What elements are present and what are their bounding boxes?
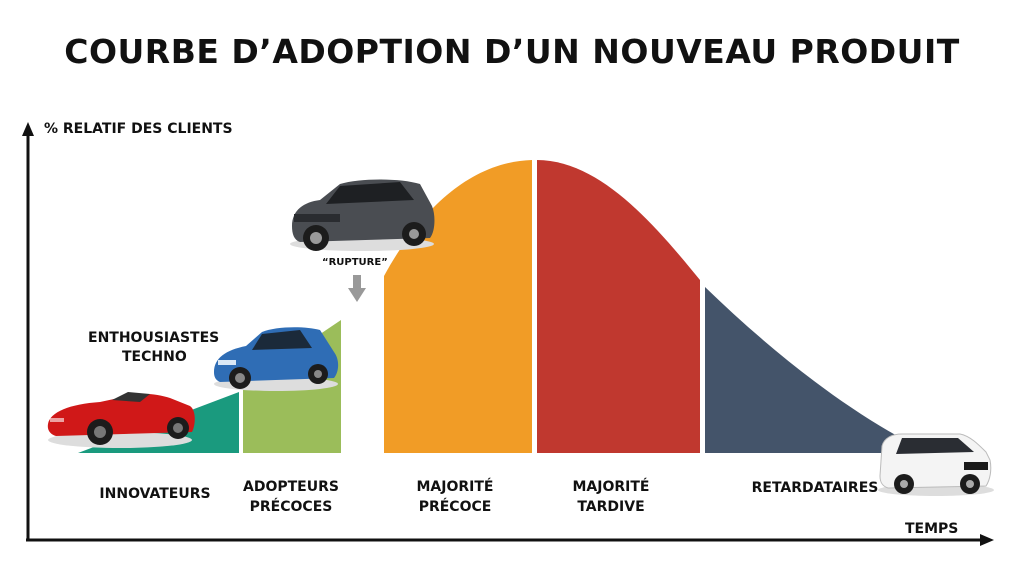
chasm-label: “RUPTURE”: [322, 257, 388, 268]
segment-laggards: [705, 287, 930, 453]
label-early-adopters-line-2: PRÉCOCES: [249, 499, 333, 515]
y-axis-label: % RELATIF DES CLIENTS: [44, 121, 233, 137]
label-late-majority: MAJORITÉ TARDIVE: [546, 477, 676, 517]
enthusiasts-line-1: ENTHOUSIASTES: [88, 330, 220, 346]
white-large-suv: [878, 433, 994, 496]
page-title: COURBE D’ADOPTION D’UN NOUVEAU PRODUIT: [64, 32, 960, 71]
label-laggards-line-1: RETARDATAIRES: [751, 480, 879, 496]
chasm-down-arrow-icon: [348, 275, 366, 302]
y-axis-arrow: [22, 122, 34, 136]
x-axis-label: TEMPS: [905, 521, 959, 537]
x-axis-arrow: [980, 534, 994, 546]
grey-crossover-suv: [290, 179, 435, 251]
label-innovators: INNOVATEURS: [80, 484, 230, 504]
enthusiasts-annotation: ENTHOUSIASTES TECHNO: [88, 329, 219, 367]
label-late-majority-line-2: TARDIVE: [577, 499, 645, 515]
red-roadster-car: [47, 392, 195, 448]
label-early-adopters: ADOPTEURS PRÉCOCES: [226, 477, 356, 517]
label-early-majority-line-1: MAJORITÉ: [416, 479, 494, 495]
segment-late-majority: [537, 160, 700, 453]
label-early-adopters-line-1: ADOPTEURS: [243, 479, 339, 495]
label-early-majority-line-2: PRÉCOCE: [418, 499, 492, 515]
label-innovators-line-1: INNOVATEURS: [99, 486, 211, 502]
enthusiasts-line-2: TECHNO: [122, 349, 187, 365]
label-laggards: RETARDATAIRES: [740, 478, 890, 498]
label-late-majority-line-1: MAJORITÉ: [572, 479, 650, 495]
label-early-majority: MAJORITÉ PRÉCOCE: [390, 477, 520, 517]
blue-hatchback-car: [214, 327, 339, 391]
